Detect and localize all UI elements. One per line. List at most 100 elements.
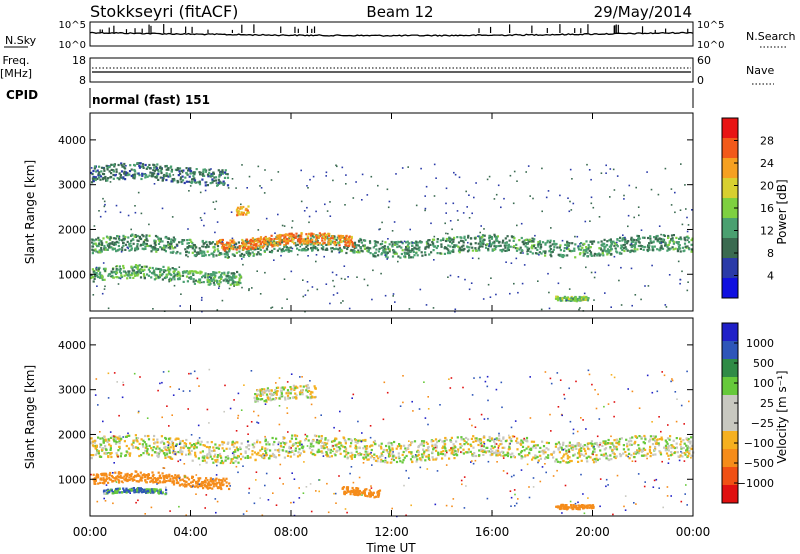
heatmap-cell <box>270 243 273 246</box>
heatmap-cell <box>609 168 612 170</box>
heatmap-cell <box>103 247 106 250</box>
heatmap-cell <box>321 239 324 242</box>
heatmap-cell <box>344 278 346 280</box>
heatmap-cell <box>263 245 266 248</box>
heatmap-cell <box>174 246 177 249</box>
heatmap-cell <box>236 449 240 452</box>
heatmap-cell <box>179 172 182 175</box>
heatmap-cell <box>143 268 146 271</box>
heatmap-cell <box>160 477 163 480</box>
heatmap-cell <box>157 454 160 457</box>
heatmap-cell <box>118 265 121 268</box>
heatmap-cell <box>408 256 411 259</box>
heatmap-cell <box>518 239 521 242</box>
heatmap-cell <box>479 439 482 442</box>
heatmap-cell <box>577 245 579 247</box>
heatmap-cell <box>152 163 155 166</box>
heatmap-cell <box>479 237 482 240</box>
heatmap-cell <box>101 448 104 451</box>
heatmap-cell <box>463 247 466 250</box>
heatmap-cell <box>140 454 143 457</box>
heatmap-cell <box>115 250 118 253</box>
heatmap-cell <box>559 194 561 197</box>
heatmap-cell <box>220 253 223 256</box>
heatmap-cell <box>393 221 396 223</box>
heatmap-cell <box>205 445 208 449</box>
heatmap-cell <box>190 445 193 448</box>
heatmap-cell <box>186 270 189 273</box>
heatmap-cell <box>241 258 243 260</box>
heatmap-cell <box>285 441 288 444</box>
heatmap-cell <box>489 454 492 457</box>
heatmap-cell <box>472 440 475 443</box>
heatmap-cell <box>138 488 141 491</box>
heatmap-cell <box>666 249 669 252</box>
heatmap-cell <box>218 279 221 283</box>
heatmap-cell <box>97 176 100 179</box>
heatmap-cell <box>295 232 298 235</box>
heatmap-cell <box>613 447 616 450</box>
heatmap-cell <box>316 234 319 237</box>
heatmap-cell <box>462 438 465 441</box>
heatmap-cell <box>217 250 220 253</box>
heatmap-cell <box>387 238 389 240</box>
heatmap-cell <box>413 241 416 244</box>
nsky-label: N.Sky <box>5 34 37 47</box>
heatmap-cell <box>220 172 223 175</box>
heatmap-cell <box>179 446 183 449</box>
heatmap-cell <box>312 236 315 239</box>
heatmap-cell <box>245 207 248 210</box>
heatmap-cell <box>118 440 121 443</box>
heatmap-cell <box>152 481 155 484</box>
heatmap-cell <box>364 450 367 453</box>
heatmap-cell <box>431 451 434 454</box>
heatmap-cell <box>235 275 238 278</box>
heatmap-cell <box>134 446 137 449</box>
heatmap-cell <box>262 453 265 456</box>
heatmap-cell <box>613 446 616 449</box>
heatmap-cell <box>633 246 637 249</box>
heatmap-cell <box>554 297 558 300</box>
heatmap-cell <box>184 176 187 179</box>
heatmap-cell <box>128 249 131 252</box>
heatmap-cell <box>210 168 212 170</box>
heatmap-cell <box>671 453 674 456</box>
heatmap-cell <box>347 244 350 247</box>
heatmap-cell <box>404 248 407 251</box>
heatmap-cell <box>156 445 159 448</box>
heatmap-cell <box>462 241 465 244</box>
heatmap-cell <box>215 254 218 257</box>
heatmap-cell <box>119 455 122 458</box>
heatmap-cell <box>537 241 540 244</box>
heatmap-cell <box>539 446 542 449</box>
heatmap-cell <box>224 172 228 175</box>
heatmap-cell <box>362 457 366 461</box>
heatmap-cell <box>572 298 574 300</box>
heatmap-cell <box>96 245 99 248</box>
heatmap-cell <box>132 176 135 179</box>
heatmap-cell <box>355 246 358 249</box>
heatmap-cell <box>92 175 95 178</box>
heatmap-cell <box>432 242 435 245</box>
heatmap-cell <box>265 217 268 220</box>
heatmap-cell <box>118 479 121 482</box>
heatmap-cell <box>223 479 227 482</box>
heatmap-cell <box>390 442 393 445</box>
heatmap-cell <box>210 450 213 453</box>
heatmap-cell <box>463 235 466 238</box>
heatmap-cell <box>600 453 603 456</box>
heatmap-cell <box>370 448 373 452</box>
heatmap-cell <box>93 167 96 170</box>
heatmap-cell <box>176 437 179 440</box>
heatmap-cell <box>640 298 642 301</box>
heatmap-cell <box>570 444 573 447</box>
heatmap-cell <box>113 440 116 443</box>
heatmap-cell <box>531 237 534 240</box>
heatmap-cell <box>152 166 156 169</box>
heatmap-cell <box>221 241 224 243</box>
heatmap-cell <box>216 248 219 251</box>
heatmap-cell <box>296 235 300 238</box>
heatmap-cell <box>601 244 604 247</box>
heatmap-cell <box>285 450 288 453</box>
heatmap-cell <box>245 213 248 216</box>
